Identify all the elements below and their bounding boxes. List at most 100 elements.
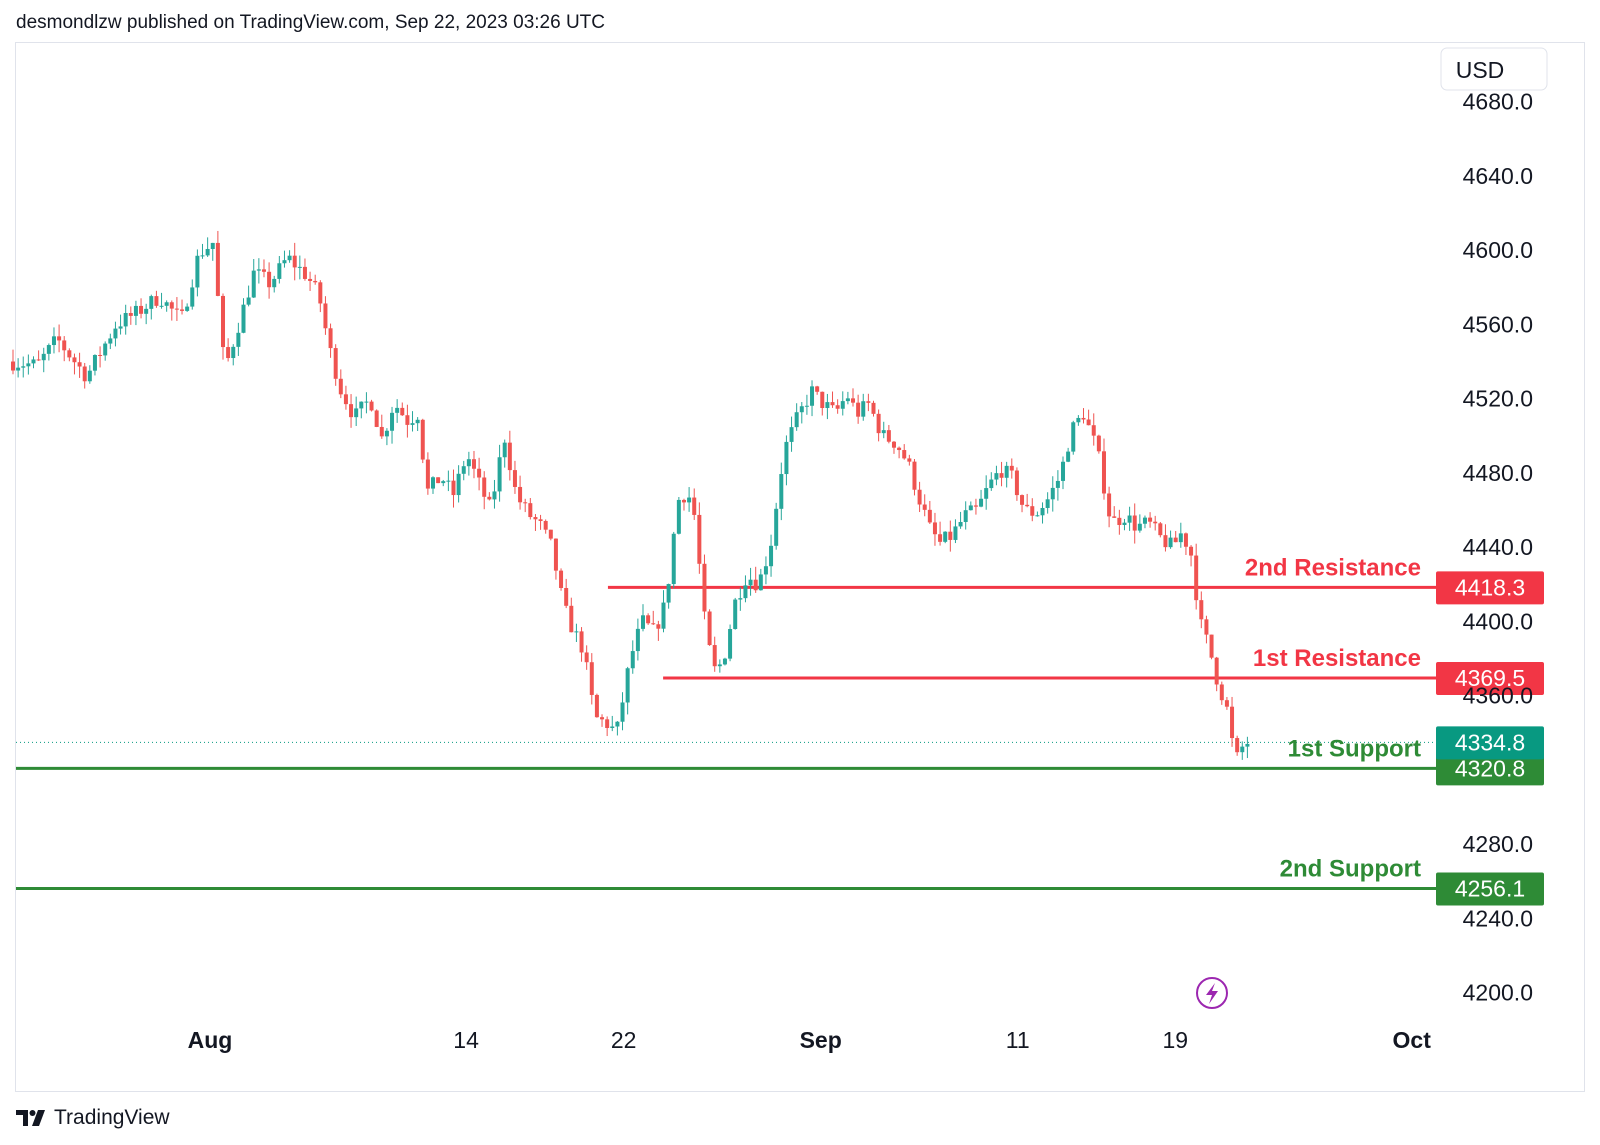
candle-body bbox=[1219, 684, 1224, 701]
lightning-bolt-icon bbox=[1206, 983, 1218, 1004]
candle-body bbox=[51, 336, 56, 346]
candle-body bbox=[702, 563, 707, 612]
candle-body bbox=[123, 312, 128, 327]
candle-body bbox=[16, 367, 21, 371]
level-price-box bbox=[1436, 872, 1544, 906]
candle-body bbox=[374, 410, 379, 427]
candle-body bbox=[98, 354, 103, 356]
candle-body bbox=[492, 491, 497, 500]
candle-body bbox=[200, 255, 205, 257]
candle-body bbox=[810, 386, 815, 406]
candle-body bbox=[876, 413, 881, 434]
candle-body bbox=[87, 370, 92, 382]
candle-body bbox=[743, 585, 748, 599]
candle-body bbox=[789, 427, 794, 442]
candle-body bbox=[1045, 499, 1050, 508]
candle-body bbox=[482, 477, 487, 497]
candle-body bbox=[502, 442, 507, 458]
candle-body bbox=[763, 566, 768, 575]
candle-body bbox=[1224, 700, 1229, 707]
candle-body bbox=[221, 295, 226, 348]
candle-body bbox=[943, 531, 948, 542]
candle-body bbox=[497, 457, 502, 492]
candle-body bbox=[425, 459, 430, 489]
candle-body bbox=[82, 366, 87, 382]
candle-body bbox=[369, 401, 374, 411]
candle-body bbox=[733, 599, 738, 630]
candle-body bbox=[195, 255, 200, 288]
candle-body bbox=[799, 406, 804, 413]
candle-body bbox=[1112, 516, 1117, 518]
candle-body bbox=[507, 442, 512, 471]
level-price-label: 4369.5 bbox=[1455, 665, 1525, 691]
candle-body bbox=[256, 269, 261, 271]
candle-body bbox=[748, 579, 753, 586]
candle-body bbox=[769, 545, 774, 567]
candle-body bbox=[722, 658, 727, 665]
candle-body bbox=[891, 441, 896, 448]
candle-body bbox=[277, 263, 282, 279]
candle-body bbox=[267, 271, 272, 288]
candle-body bbox=[712, 645, 717, 667]
x-tick-label: Aug bbox=[188, 1027, 233, 1053]
candle-body bbox=[840, 401, 845, 409]
level-price-label: 4418.3 bbox=[1455, 574, 1525, 600]
candle-body bbox=[774, 508, 779, 546]
candle-body bbox=[968, 505, 973, 511]
candle-body bbox=[681, 499, 686, 503]
candle-body bbox=[1030, 506, 1035, 516]
candle-body bbox=[1081, 417, 1086, 420]
candle-body bbox=[282, 260, 287, 264]
candle-body bbox=[543, 520, 548, 530]
candle-body bbox=[302, 266, 307, 279]
candle-body bbox=[1071, 422, 1076, 452]
candle-body bbox=[67, 350, 72, 358]
candle-body bbox=[205, 248, 210, 256]
candle-body bbox=[548, 529, 553, 539]
tradingview-logo[interactable]: TradingView bbox=[16, 1105, 170, 1131]
candle-body bbox=[779, 474, 784, 509]
candle-body bbox=[149, 296, 154, 309]
candle-body bbox=[528, 503, 533, 518]
candle-body bbox=[297, 266, 302, 268]
last-price-label: 4334.8 bbox=[1455, 729, 1525, 755]
candle-body bbox=[605, 719, 610, 728]
candle-body bbox=[661, 602, 666, 629]
candle-body bbox=[1194, 555, 1199, 601]
candle-body bbox=[185, 306, 190, 311]
candle-body bbox=[963, 510, 968, 523]
candle-body bbox=[1055, 480, 1060, 488]
candle-body bbox=[128, 312, 133, 316]
candle-body bbox=[922, 504, 927, 510]
candle-body bbox=[1101, 451, 1106, 494]
candle-body bbox=[1209, 634, 1214, 658]
level-name: 2nd Resistance bbox=[1245, 554, 1421, 581]
candle-body bbox=[1107, 493, 1112, 517]
candle-body bbox=[323, 303, 328, 329]
candle-body bbox=[676, 499, 681, 534]
candle-body bbox=[174, 308, 179, 310]
candle-body bbox=[420, 419, 425, 460]
candle-body bbox=[113, 328, 118, 339]
candle-body bbox=[1168, 537, 1173, 548]
candle-body bbox=[973, 505, 978, 507]
publish-info: desmondlzw published on TradingView.com,… bbox=[16, 12, 606, 33]
candle-body bbox=[431, 477, 436, 489]
candle-body bbox=[292, 255, 297, 268]
candle-body bbox=[226, 347, 231, 359]
y-tick-label: 4520.0 bbox=[1463, 386, 1533, 412]
candle-body bbox=[446, 480, 451, 482]
candle-body bbox=[451, 480, 456, 496]
candle-body bbox=[615, 721, 620, 727]
level-price-box bbox=[1436, 661, 1544, 695]
candle-body bbox=[738, 598, 743, 600]
candle-body bbox=[57, 336, 62, 341]
candle-body bbox=[1132, 515, 1137, 531]
candle-body bbox=[589, 662, 594, 695]
candle-body bbox=[861, 401, 866, 417]
candle-body bbox=[1014, 470, 1019, 496]
candle-body bbox=[1148, 517, 1153, 522]
level-name: 1st Resistance bbox=[1253, 645, 1421, 672]
y-tick-label: 4560.0 bbox=[1463, 311, 1533, 337]
